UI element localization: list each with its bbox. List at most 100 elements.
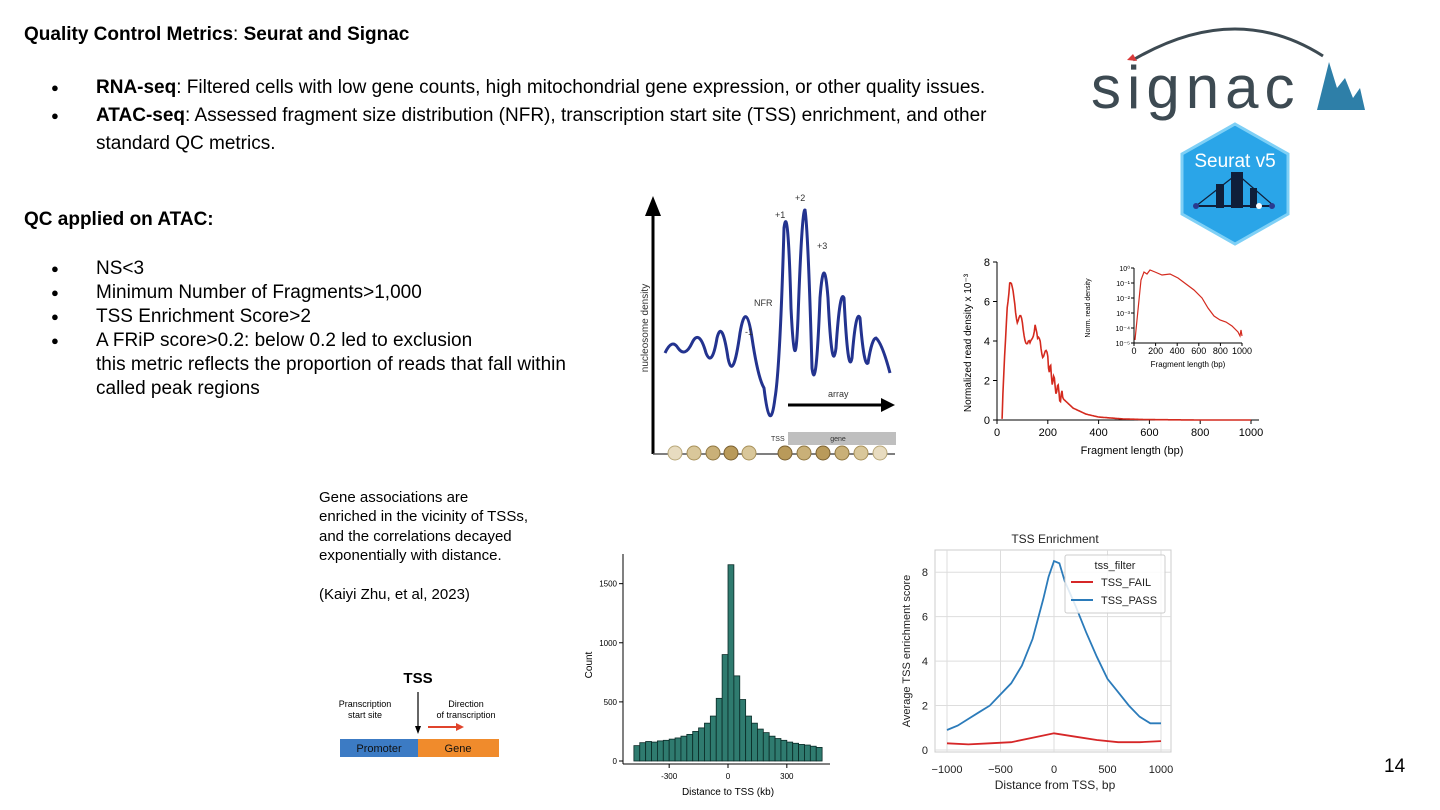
inset-x-tick-label: 800 — [1213, 346, 1228, 356]
histogram-bar — [639, 742, 647, 762]
signac-logo-dot — [1127, 54, 1137, 61]
qc-item-frip: A FRiP score>0.2: below 0.2 led to exclu… — [24, 329, 624, 353]
fragment-x-tick-label: 800 — [1191, 427, 1209, 439]
histogram-bar — [798, 744, 805, 762]
tss-chart-title: TSS Enrichment — [1011, 532, 1099, 546]
methods-bullet-list: RNA-seq: Filtered cells with low gene co… — [24, 74, 1014, 158]
signac-logo-text: signac — [1091, 54, 1300, 121]
start-site-line1: Pranscription — [339, 699, 392, 709]
qc-item-frip-detail-2: called peak regions — [96, 378, 260, 399]
gene-box — [418, 739, 499, 757]
legend-title: tss_filter — [1095, 560, 1136, 572]
inset-x-tick-label: 0 — [1131, 346, 1136, 356]
inset-x-tick-label: 200 — [1148, 346, 1163, 356]
histogram-bar — [815, 747, 823, 762]
histogram-y-tick-label: 1000 — [599, 639, 617, 648]
histogram-bar — [809, 745, 817, 762]
signac-logo: signac — [1091, 27, 1365, 121]
histogram-bar — [668, 738, 676, 762]
nucleosome-density-curve — [663, 208, 892, 418]
inset-x-tick-label: 1000 — [1232, 346, 1252, 356]
fragment-x-tick-label: 1000 — [1239, 427, 1263, 439]
tss-y-tick-label: 6 — [922, 612, 928, 624]
tss-x-tick-label: 500 — [1098, 764, 1116, 776]
histogram-x-tick-label: 0 — [726, 772, 731, 781]
fragment-xlabel: Fragment length (bp) — [1081, 445, 1184, 457]
array-arrow-icon — [881, 398, 895, 412]
gene-association-note: Gene associations are enriched in the vi… — [319, 488, 529, 604]
histogram-bar — [651, 741, 658, 762]
fragment-y-tick-label: 0 — [984, 415, 990, 427]
nucleosome-diagram: nucleosome density -1 +1 +2 +3 NFR array… — [640, 193, 896, 461]
y-axis-arrow-icon — [645, 196, 661, 216]
fragment-x-tick-label: 600 — [1140, 427, 1158, 439]
tss-enrichment-chart: TSS Enrichment −1000 −500 0 500 1000 0 2 4 6 8 Di… — [901, 532, 1173, 792]
tss-x-tick-label: −500 — [988, 764, 1013, 776]
label-plus2: +2 — [795, 193, 805, 203]
histogram-bar — [768, 735, 776, 762]
fragment-length-chart: 0 200 400 600 800 1000 0 2 4 6 8 Fragment length (… — [963, 257, 1263, 457]
inset-y-tick-label: 10⁻¹ — [1116, 281, 1130, 288]
tss-down-arrow-icon — [415, 726, 421, 734]
signac-mountain-icon — [1317, 62, 1365, 110]
qc-subheading: QC applied on ATAC: — [24, 209, 214, 230]
tss-x-tick-label: 1000 — [1149, 764, 1173, 776]
promoter-label: Promoter — [356, 743, 402, 755]
label-plus3: +3 — [817, 241, 827, 251]
qc-item-tss: TSS Enrichment Score>2 — [24, 305, 624, 329]
histogram-bar — [733, 675, 741, 762]
histogram-x-tick-label: 300 — [780, 772, 794, 781]
histogram-bar — [698, 727, 705, 762]
fragment-density-line — [1001, 281, 1251, 421]
slide-title: Quality Control Metrics: Seurat and Sign… — [24, 24, 409, 46]
title-sep: : — [233, 24, 244, 45]
histogram-bar — [709, 715, 717, 762]
histogram-bar — [786, 741, 794, 762]
histogram-ylabel: Count — [584, 651, 595, 678]
tss-y-tick-label: 8 — [922, 567, 928, 579]
inset-xlabel: Fragment length (bp) — [1151, 360, 1226, 369]
direction-line2: of transcription — [436, 710, 495, 720]
inset-y-tick-label: 10⁻² — [1116, 296, 1130, 303]
fragment-x-tick-label: 0 — [994, 427, 1000, 439]
tss-y-tick-label: 4 — [922, 656, 928, 668]
gene-label: Gene — [445, 743, 472, 755]
histogram-bar — [774, 738, 782, 762]
qc-criteria-list: NS<3 Minimum Number of Fragments>1,000 T… — [24, 257, 624, 401]
fragment-y-tick-label: 2 — [984, 376, 990, 388]
seurat-logo: Seurat v5 — [1180, 122, 1290, 246]
histogram-bar — [686, 733, 694, 762]
nucleosome-ylabel: nucleosome density — [640, 284, 651, 372]
fragment-y-tick-label: 6 — [984, 297, 990, 309]
inset-density-line — [1134, 269, 1243, 341]
histogram-bar — [680, 735, 688, 762]
qc-item-fragments: Minimum Number of Fragments>1,000 — [24, 281, 624, 305]
direction-line1: Direction — [448, 699, 484, 709]
promoter-box — [340, 739, 418, 757]
label-minus1: -1 — [745, 327, 753, 337]
distance-histogram: -300 0 300 0 500 1000 1500 Distance to TSS (kb… — [584, 554, 830, 798]
histogram-x-tick-label: -300 — [661, 772, 678, 781]
inset-y-tick-label: 10⁻³ — [1116, 311, 1130, 318]
seurat-logo-text: Seurat v5 — [1194, 151, 1275, 172]
tss-legend: tss_filter TSS_FAIL TSS_PASS — [1064, 554, 1166, 614]
label-gene: gene — [830, 436, 846, 443]
histogram-bar — [762, 732, 770, 762]
histogram-bar — [721, 654, 729, 762]
histogram-bar — [727, 564, 735, 762]
inset-x-tick-label: 600 — [1191, 346, 1206, 356]
histogram-bar — [662, 739, 670, 762]
tss-series-tss-pass — [946, 559, 1161, 731]
inset-y-tick-label: 10⁰ — [1119, 265, 1130, 273]
title-rest: Seurat and Signac — [243, 24, 410, 45]
bullet-rna-seq-text: : Filtered cells with low gene counts, h… — [176, 77, 986, 98]
histogram-bar — [739, 699, 747, 762]
bullet-atac-seq-text: : Assessed fragment size distribution (N… — [96, 105, 987, 154]
histogram-bar — [645, 741, 652, 762]
tss-diagram: TSS Pranscription start site Direction o… — [339, 670, 499, 757]
histogram-bar — [751, 722, 758, 762]
bullet-atac-seq: ATAC-seq: Assessed fragment size distrib… — [24, 102, 1014, 158]
fragment-y-tick-label: 4 — [984, 336, 990, 348]
tss-y-tick-label: 0 — [922, 745, 928, 757]
page-number: 14 — [1384, 756, 1406, 777]
